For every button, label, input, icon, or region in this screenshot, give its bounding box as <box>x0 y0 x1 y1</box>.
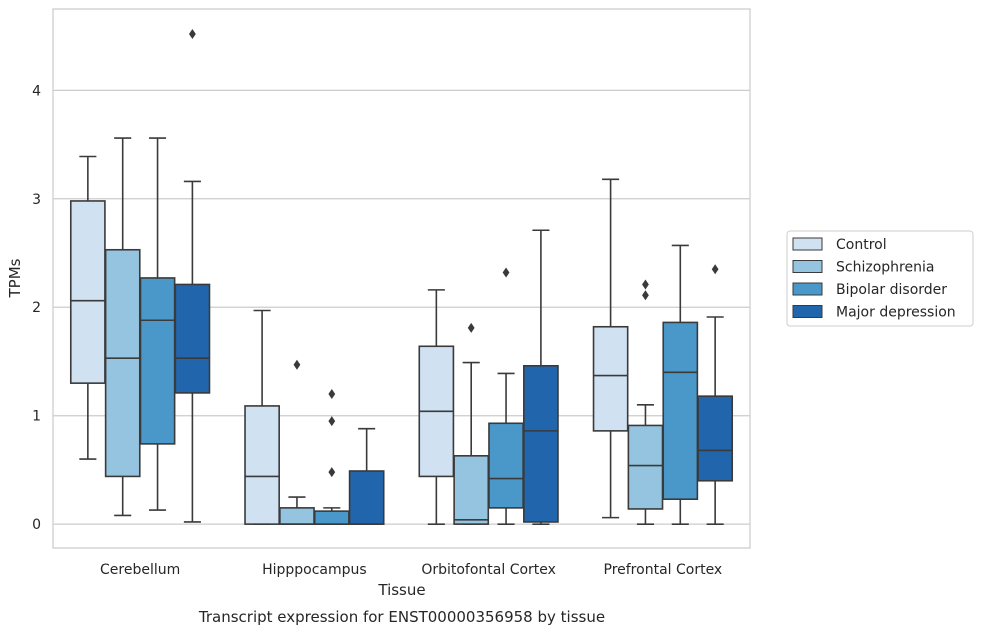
box-iqr <box>313 510 350 525</box>
box-iqr <box>279 507 315 525</box>
box-iqr <box>174 283 211 394</box>
y-tick-label: 4 <box>32 83 41 99</box>
box-iqr <box>627 424 664 510</box>
box-groups <box>69 28 734 525</box>
box-iqr <box>104 248 141 478</box>
legend: Control Schizophrenia Bipolar disorder Majo… <box>786 230 974 327</box>
box-group <box>453 322 490 525</box>
box-group <box>313 389 350 525</box>
figure-caption: Transcript expression for ENST0000035695… <box>198 608 605 626</box>
box-iqr <box>523 365 559 523</box>
y-tick-label: 1 <box>32 409 41 425</box>
x-tick-label: Prefrontal Cortex <box>604 562 723 578</box>
legend-swatch <box>792 282 823 296</box>
legend-entries: Control Schizophrenia Bipolar disorder Majo… <box>792 237 956 321</box>
box-group <box>627 279 664 525</box>
box-iqr <box>662 321 699 500</box>
box-iqr <box>697 395 734 482</box>
box-iqr <box>488 422 524 509</box>
y-tick-label: 2 <box>32 300 41 316</box>
box-group <box>244 309 280 525</box>
y-tick-labels: 0 1 2 3 4 <box>32 83 41 533</box>
y-tick-label: 3 <box>32 192 41 208</box>
legend-label: Major depression <box>836 305 956 321</box>
box-iqr <box>453 455 490 525</box>
outlier-marker <box>189 28 196 39</box>
x-tick-labels: Cerebellum Hipppocampus Orbitofontal Corte… <box>100 562 722 578</box>
box-group <box>488 267 524 525</box>
outlier-marker <box>502 267 510 278</box>
box-iqr <box>592 325 629 432</box>
y-tick-label: 0 <box>32 517 41 533</box>
legend-swatch <box>792 260 823 273</box>
box-group <box>662 244 699 525</box>
box-group <box>174 28 211 523</box>
outlier-marker <box>711 264 719 275</box>
box-group <box>418 289 455 525</box>
outlier-marker <box>642 279 649 290</box>
legend-swatch <box>792 305 823 318</box>
outlier-marker <box>328 416 336 427</box>
x-tick-label: Cerebellum <box>100 562 180 578</box>
outlier-marker <box>293 359 301 370</box>
box-iqr <box>69 200 106 384</box>
box-group <box>697 264 734 525</box>
box-group <box>69 155 106 460</box>
legend-label: Bipolar disorder <box>836 282 947 298</box>
outlier-marker <box>642 290 649 301</box>
box-group <box>139 137 176 511</box>
legend-swatch <box>792 237 823 251</box>
box-group <box>348 427 385 525</box>
box-group <box>104 137 141 517</box>
outlier-marker <box>328 389 336 399</box>
legend-frame <box>786 230 974 327</box>
box-iqr <box>348 470 385 525</box>
y-axis-label: TPMs <box>6 258 24 298</box>
box-group <box>592 178 629 519</box>
x-tick-label: Orbitofontal Cortex <box>421 562 556 578</box>
x-tick-label: Hipppocampus <box>262 562 367 578</box>
outlier-marker <box>467 322 475 333</box>
box-iqr <box>244 405 280 525</box>
outlier-marker <box>328 467 336 478</box>
box-group <box>523 229 559 525</box>
legend-label: Control <box>836 237 887 253</box>
box-iqr <box>139 277 176 445</box>
legend-label: Schizophrenia <box>836 260 934 276</box>
x-axis-label: Tissue <box>377 581 425 599</box>
plot-area-frame <box>52 8 751 549</box>
